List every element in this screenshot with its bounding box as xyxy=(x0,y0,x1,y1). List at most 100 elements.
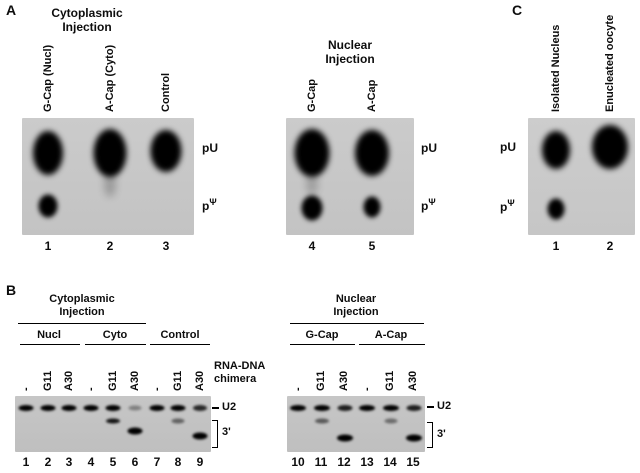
gel-band xyxy=(313,404,330,411)
lane-number: 2 xyxy=(44,455,52,469)
gel-band xyxy=(355,129,390,176)
gel-band xyxy=(61,405,77,412)
lane-number: 9 xyxy=(196,455,204,469)
lane-number: 2 xyxy=(606,239,614,253)
gel-band xyxy=(104,170,117,197)
title-line: Cytoplasmic xyxy=(49,293,115,305)
group-underline xyxy=(290,323,424,324)
lane-number: 15 xyxy=(406,455,420,469)
gel-band xyxy=(105,405,121,412)
title-line: Cytoplasmic xyxy=(51,6,123,20)
lane-number: 12 xyxy=(337,455,351,469)
u2-tick xyxy=(427,406,434,408)
lane-number: 3 xyxy=(162,239,170,253)
gel-band xyxy=(193,405,208,412)
lane-number: 3 xyxy=(65,455,73,469)
gel-band xyxy=(314,418,329,424)
title-line: Injection xyxy=(62,20,112,34)
gel-band xyxy=(406,404,422,411)
gel-autoradiograph-enucleation xyxy=(528,118,635,235)
marker-pPsi: pΨ xyxy=(421,197,436,213)
panel-a-nuclear-title: Nuclear Injection xyxy=(292,38,408,66)
marker-pPsi: pΨ xyxy=(202,197,217,213)
lane-label: Control xyxy=(160,72,172,112)
lane-number: 14 xyxy=(383,455,397,469)
gel-band xyxy=(128,405,142,411)
lane-label: A-Cap (Cyto) xyxy=(104,44,116,112)
title-line: Injection xyxy=(333,306,379,318)
group-underline xyxy=(20,344,80,345)
lane-number: 5 xyxy=(109,455,117,469)
three-prime-bracket xyxy=(212,420,218,448)
gel-band xyxy=(591,125,628,170)
lane-label: - xyxy=(20,387,32,391)
gel-band xyxy=(171,418,185,424)
marker-p: p xyxy=(421,199,429,213)
gel-band xyxy=(542,130,571,169)
lane-label: - xyxy=(361,387,373,391)
title-line: Injection xyxy=(59,306,105,318)
lane-number: 1 xyxy=(552,239,560,253)
marker-U2: U2 xyxy=(437,400,452,412)
gel-band xyxy=(290,404,307,411)
lane-number: 6 xyxy=(131,455,139,469)
group-underline xyxy=(290,344,355,345)
gel-autoradiograph-cytoplasmic xyxy=(22,118,194,235)
lane-number: 1 xyxy=(22,455,30,469)
group-label-acap: A-Cap xyxy=(374,329,408,341)
lane-number: 13 xyxy=(360,455,374,469)
gel-band xyxy=(106,418,120,424)
lane-label: G11 xyxy=(315,370,327,391)
lane-number: 10 xyxy=(291,455,305,469)
lane-label: G11 xyxy=(107,370,119,391)
gel-band xyxy=(547,198,565,220)
gel-band xyxy=(93,129,127,178)
title-line: Injection xyxy=(325,52,375,66)
gel-band xyxy=(83,405,99,412)
gel-band xyxy=(38,194,58,218)
marker-three-prime: 3' xyxy=(222,426,231,438)
lane-label: - xyxy=(151,387,163,391)
u2-tick xyxy=(212,407,219,409)
gel-b-cytoplasmic xyxy=(15,396,211,452)
marker-psi: Ψ xyxy=(428,197,436,207)
lane-number: 2 xyxy=(106,239,114,253)
gel-band xyxy=(32,130,63,175)
group-underline xyxy=(359,344,425,345)
lane-label: Isolated Nucleus xyxy=(550,24,562,112)
marker-pU: pU xyxy=(202,141,218,155)
marker-U2: U2 xyxy=(222,401,237,413)
lane-number: 5 xyxy=(368,239,376,253)
lane-number: 4 xyxy=(308,239,316,253)
gel-band xyxy=(337,404,353,411)
lane-label: G-Cap xyxy=(306,79,318,112)
marker-pPsi: pΨ xyxy=(500,198,515,214)
gel-band xyxy=(384,418,397,424)
marker-p: p xyxy=(202,199,210,213)
chimera-annotation: RNA-DNA chimera xyxy=(214,360,265,386)
gel-band xyxy=(192,432,208,440)
group-label-gcap: G-Cap xyxy=(305,329,339,341)
lane-label: - xyxy=(292,387,304,391)
lane-label: G11 xyxy=(384,370,396,391)
lane-label: A30 xyxy=(407,370,419,391)
annotation-line: chimera xyxy=(214,373,257,385)
gel-band xyxy=(336,434,353,442)
panel-a-cyto-title: Cytoplasmic Injection xyxy=(27,6,147,34)
gel-band xyxy=(382,404,399,411)
marker-psi: Ψ xyxy=(209,197,217,207)
lane-number: 1 xyxy=(44,239,52,253)
lane-label: A30 xyxy=(129,370,141,391)
group-underline xyxy=(85,344,146,345)
panel-a-label: A xyxy=(6,2,17,18)
lane-label: G11 xyxy=(42,370,54,391)
lane-label: G-Cap (Nucl) xyxy=(42,44,54,112)
panel-b-cyto-title: Cytoplasmic Injection xyxy=(22,293,142,319)
lane-label: - xyxy=(85,387,97,391)
gel-band xyxy=(127,427,143,435)
marker-psi: Ψ xyxy=(507,198,515,208)
group-label-nucl: Nucl xyxy=(37,329,61,341)
lane-number: 11 xyxy=(314,455,328,469)
gel-band xyxy=(305,172,318,195)
